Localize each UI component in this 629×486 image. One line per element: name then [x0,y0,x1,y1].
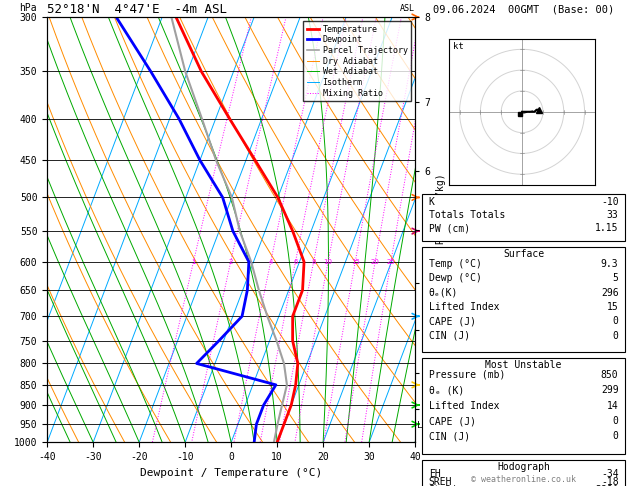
Text: 0: 0 [613,316,618,327]
Text: CIN (J): CIN (J) [429,432,470,441]
Text: 2: 2 [228,259,233,265]
Text: Totals Totals: Totals Totals [429,210,505,220]
Text: 1: 1 [191,259,196,265]
Text: 6: 6 [293,259,298,265]
Text: 15: 15 [351,259,360,265]
Text: © weatheronline.co.uk: © weatheronline.co.uk [471,474,576,484]
X-axis label: Dewpoint / Temperature (°C): Dewpoint / Temperature (°C) [140,468,322,478]
Text: Pressure (mb): Pressure (mb) [429,370,505,380]
Text: CIN (J): CIN (J) [429,331,470,341]
Text: 20: 20 [370,259,379,265]
Text: CAPE (J): CAPE (J) [429,416,476,426]
Text: 8: 8 [311,259,316,265]
Text: θₑ (K): θₑ (K) [429,385,464,395]
Text: SREH: SREH [429,477,452,486]
Text: K: K [429,197,435,207]
Text: CAPE (J): CAPE (J) [429,316,476,327]
Legend: Temperature, Dewpoint, Parcel Trajectory, Dry Adiabat, Wet Adiabat, Isotherm, Mi: Temperature, Dewpoint, Parcel Trajectory… [303,21,411,101]
FancyBboxPatch shape [423,460,625,486]
Text: 9.3: 9.3 [601,259,618,269]
Text: 4: 4 [269,259,273,265]
Text: θₑ(K): θₑ(K) [429,288,458,298]
Text: 280°: 280° [595,485,618,486]
Text: 1.15: 1.15 [595,224,618,233]
Text: 15: 15 [607,302,618,312]
Text: 5: 5 [613,274,618,283]
Text: PW (cm): PW (cm) [429,224,470,233]
Text: kt: kt [454,42,464,52]
Text: Hodograph: Hodograph [497,462,550,472]
Text: 09.06.2024  00GMT  (Base: 00): 09.06.2024 00GMT (Base: 00) [433,5,615,15]
Text: Lifted Index: Lifted Index [429,302,499,312]
Text: hPa: hPa [19,3,37,13]
Text: 0: 0 [613,416,618,426]
Text: km
ASL: km ASL [400,0,415,13]
Text: 850: 850 [601,370,618,380]
FancyBboxPatch shape [423,247,625,352]
Text: 0: 0 [613,331,618,341]
Text: 25: 25 [386,259,395,265]
Text: -18: -18 [601,477,618,486]
Text: Temp (°C): Temp (°C) [429,259,482,269]
Text: LCL: LCL [417,421,433,431]
Text: 299: 299 [601,385,618,395]
Text: Surface: Surface [503,249,544,260]
Text: 33: 33 [607,210,618,220]
Text: Most Unstable: Most Unstable [486,360,562,370]
Text: StmDir: StmDir [429,485,464,486]
Text: 0: 0 [613,432,618,441]
Text: 10: 10 [323,259,333,265]
Text: 52°18'N  4°47'E  -4m ASL: 52°18'N 4°47'E -4m ASL [47,3,227,16]
Text: -10: -10 [601,197,618,207]
FancyBboxPatch shape [423,358,625,454]
Text: 14: 14 [607,400,618,411]
Text: EH: EH [429,469,440,480]
FancyBboxPatch shape [423,194,625,241]
Text: 296: 296 [601,288,618,298]
Text: -34: -34 [601,469,618,480]
Text: Lifted Index: Lifted Index [429,400,499,411]
Text: Dewp (°C): Dewp (°C) [429,274,482,283]
Y-axis label: Mixing Ratio (g/kg): Mixing Ratio (g/kg) [436,174,445,285]
